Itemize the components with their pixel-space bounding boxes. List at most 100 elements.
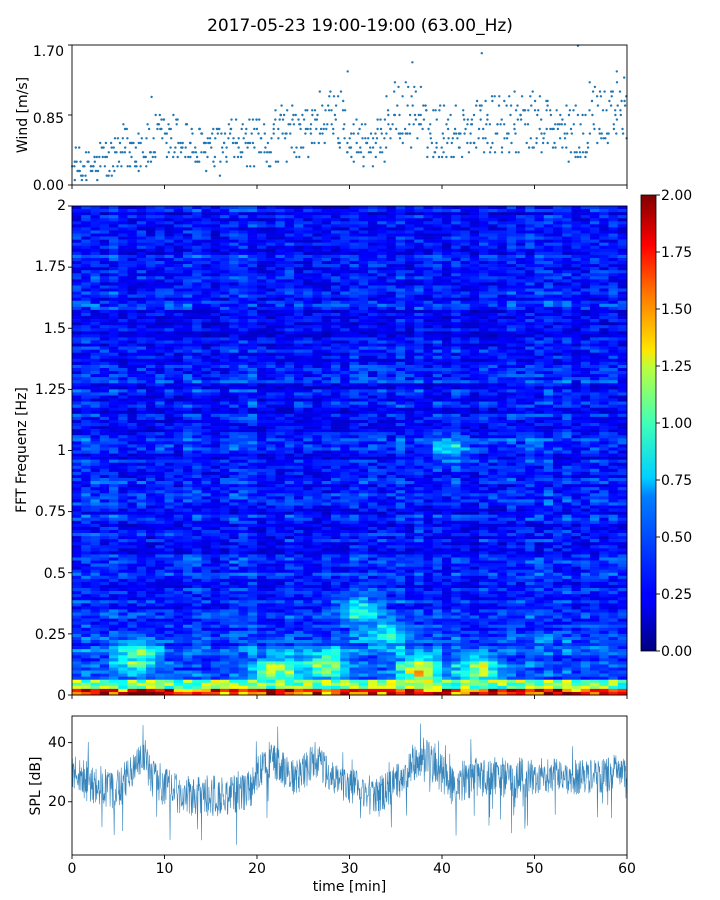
spectrogram-cell [460,303,471,308]
spectrogram-cell [118,319,128,323]
wind-point [181,141,184,145]
spectrogram-cell [617,254,628,259]
spectrogram-cell [72,413,82,418]
wind-point [369,151,372,154]
spectrogram-cell [543,233,554,237]
wind-point [132,141,135,145]
spectrogram-cell [81,410,91,415]
spectrogram-cell [525,309,535,314]
spectrogram-cell [99,364,110,369]
wind-outlier-point [480,52,483,55]
spectrogram-cell [460,358,471,363]
spectrogram-cell [534,282,545,286]
spectrogram-cell [247,288,258,292]
spectrogram-cell [266,334,276,338]
spectrogram-cell [358,254,369,259]
spectrogram-cell [220,392,230,396]
spectrogram-cell [72,355,82,360]
wind-point [223,132,227,135]
spectrogram-cell [432,325,443,329]
spectrogram-cell [414,398,424,402]
spectrogram-cell [275,322,286,326]
wind-point [579,155,582,159]
wind-point [297,118,300,121]
wind-point [287,123,290,126]
spectrogram-cell [516,267,526,271]
spectrogram-cell [442,251,452,256]
spectrogram-cell [525,209,535,213]
spectrogram-cell [368,377,378,381]
wind-point [581,151,585,154]
spectrogram-cell [423,316,434,320]
spectrogram-cell [580,273,591,277]
spectrogram-cell [442,297,452,302]
wind-outlier-point [411,61,414,64]
spectrogram-cell [201,239,212,243]
spectrogram-cell [349,218,360,222]
spectrogram-cell [608,395,619,399]
spectrogram-cell [201,227,212,231]
spectrogram-cell [451,401,461,405]
spectrogram-cell [469,386,480,390]
spectrogram-cell [377,361,387,366]
spectrogram-cell [571,233,582,237]
spectrogram-cell [331,264,341,268]
spectrogram-cell [377,377,387,381]
spectrogram-cell [118,346,128,350]
wind-point [121,151,124,154]
spectrogram-cell [395,267,406,271]
spectrogram-cell [192,392,202,396]
spectrogram-cell [321,224,332,228]
wind-point [291,118,294,121]
spectrogram-cell [395,389,406,393]
spectrogram-cell [543,337,554,341]
wind-point [315,127,318,131]
spectrogram-cell [294,361,304,366]
spectrogram-cell [321,297,332,302]
spectrogram-cell [331,270,341,274]
spectrogram-cell [488,322,498,326]
spectrogram-cell [72,349,82,353]
spectrogram-cell [469,227,480,231]
spectrogram-cell [331,322,341,326]
spectrogram-cell [460,377,471,381]
spectrogram-cell [349,245,360,250]
spectrogram-cell [562,331,572,335]
spectrogram-cell [201,371,212,375]
spectrogram-cell [571,401,582,405]
spectrogram-cell [229,416,239,421]
spectrogram-cell [608,334,619,338]
spectrogram-cell [164,383,175,387]
spectrogram-cell [506,251,517,256]
wind-point [120,165,123,168]
spectrogram-cell [608,294,619,298]
spectrogram-cell [136,291,147,295]
spectrogram-cell [534,312,545,317]
spectrogram-cell [210,206,221,210]
spectrogram-cell [275,340,286,344]
spectrogram-cell [99,251,110,256]
spectrogram-cell [534,349,545,353]
spectrogram-cell [534,206,545,210]
spectrogram-cell [294,319,304,323]
spectrogram-cell [479,331,489,335]
spectrogram-cell [229,419,239,424]
spectrogram-cell [340,291,350,295]
spectrogram-cell [617,264,628,268]
spectrogram-cell [590,306,600,311]
spectrogram-cell [349,236,360,240]
spectrogram-cell [599,331,609,335]
wind-point [362,165,365,168]
spectrogram-cell [331,331,341,335]
spectrogram-cell [442,239,452,243]
spectrogram-cell [349,377,360,381]
spectrogram-cell [90,261,101,265]
spectrogram-cell [497,294,508,298]
spectrogram-cell [460,380,471,384]
spectrogram-cell [479,410,489,415]
spectrogram-cell [553,270,563,274]
spectrogram-cell [386,212,397,216]
spectrogram-cell [590,221,600,225]
wind-point [332,95,336,98]
spectrogram-cell [90,383,101,387]
